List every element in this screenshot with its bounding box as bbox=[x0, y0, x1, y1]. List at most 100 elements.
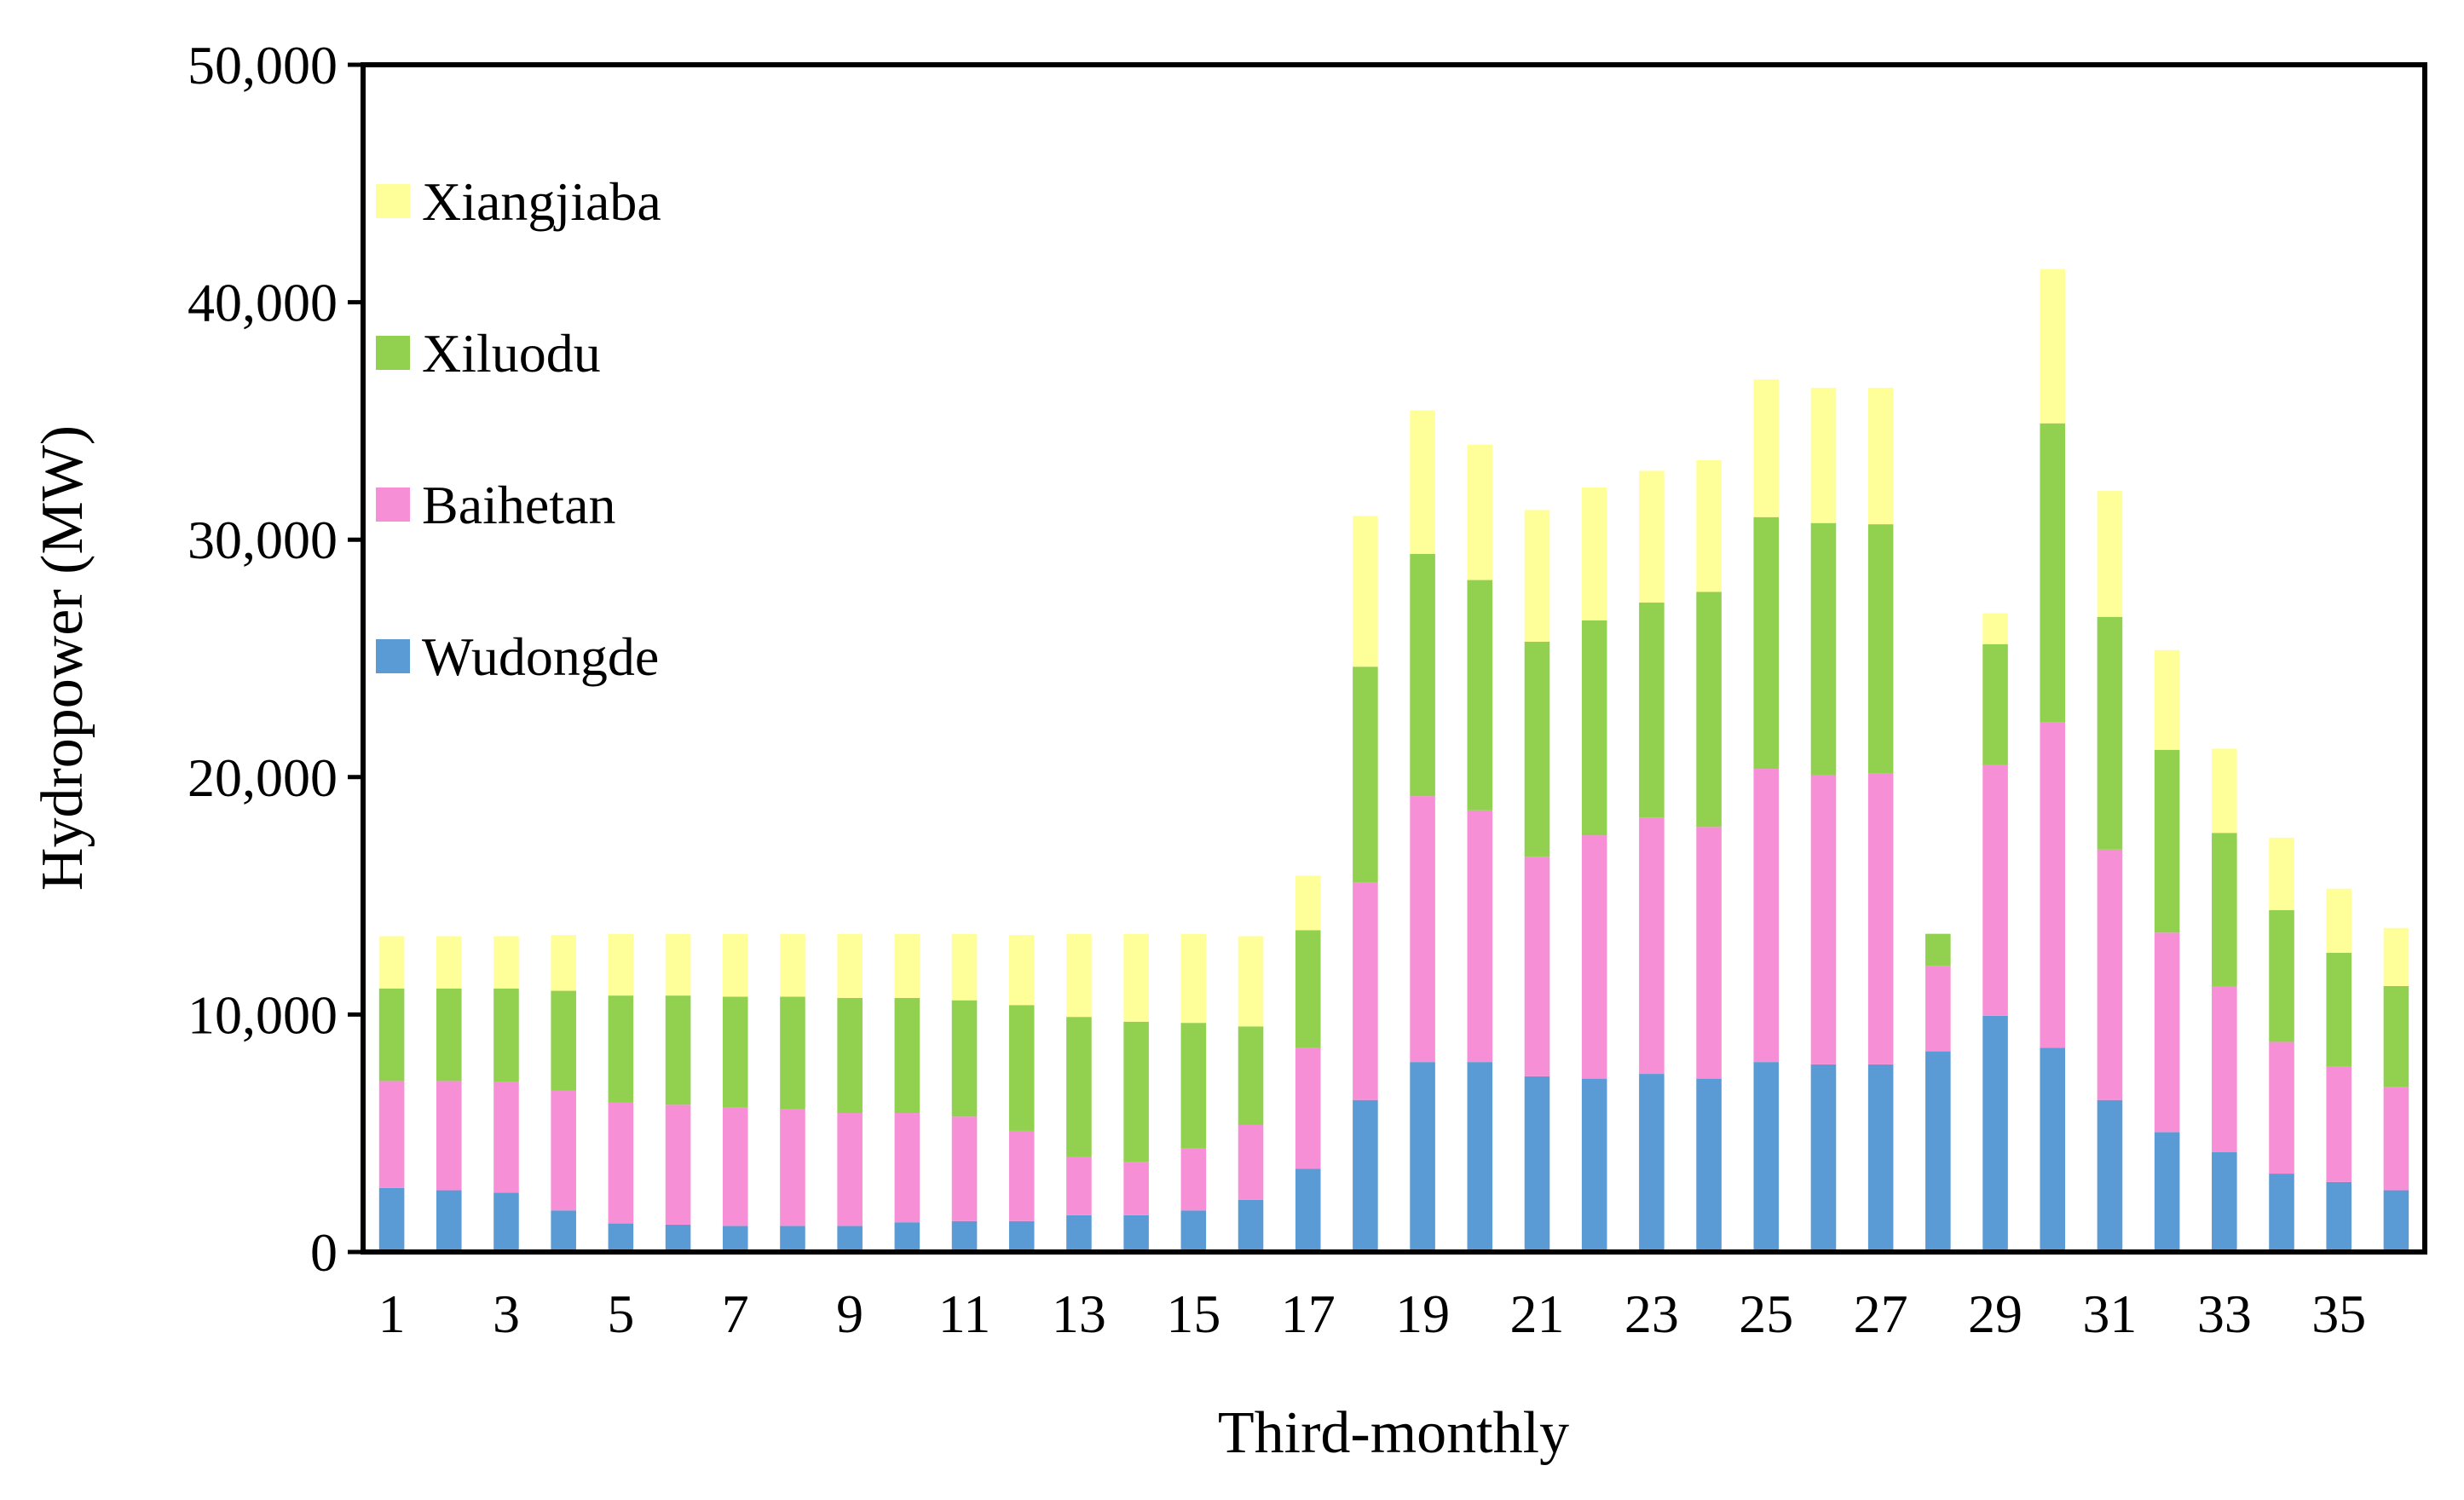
x-tick-label: 3 bbox=[493, 1284, 520, 1344]
series-xiluodu bbox=[378, 423, 2409, 1162]
bar-wudongde-3 bbox=[493, 1192, 519, 1252]
x-axis-title: Third-monthly bbox=[1218, 1400, 1569, 1466]
bar-xiluodu-22 bbox=[1581, 620, 1607, 836]
y-tick-label: 40,000 bbox=[188, 273, 338, 333]
bar-baihetan-13 bbox=[1066, 1157, 1092, 1215]
bar-xiluodu-18 bbox=[1353, 666, 1378, 883]
bar-xiangjiaba-3 bbox=[493, 936, 519, 989]
y-tick-label: 10,000 bbox=[188, 984, 338, 1045]
bar-xiluodu-16 bbox=[1238, 1026, 1264, 1125]
bar-baihetan-8 bbox=[780, 1109, 805, 1226]
y-tick-label: 50,000 bbox=[188, 35, 338, 95]
bar-wudongde-2 bbox=[436, 1190, 462, 1252]
x-tick-label: 19 bbox=[1395, 1284, 1450, 1344]
bar-xiangjiaba-31 bbox=[2097, 491, 2123, 617]
x-tick-label: 5 bbox=[607, 1284, 634, 1344]
bar-xiangjiaba-25 bbox=[1753, 379, 1780, 517]
bar-wudongde-6 bbox=[665, 1224, 691, 1252]
x-tick-label: 29 bbox=[1968, 1284, 2023, 1344]
bar-xiluodu-5 bbox=[608, 995, 634, 1103]
bar-baihetan-20 bbox=[1467, 810, 1493, 1063]
bar-baihetan-19 bbox=[1410, 796, 1435, 1063]
bar-xiangjiaba-14 bbox=[1123, 933, 1149, 1022]
bar-xiluodu-19 bbox=[1410, 553, 1435, 797]
bar-wudongde-15 bbox=[1180, 1210, 1207, 1252]
bar-baihetan-7 bbox=[722, 1107, 748, 1226]
bar-baihetan-34 bbox=[2269, 1041, 2294, 1174]
bar-baihetan-25 bbox=[1753, 769, 1780, 1063]
bar-xiluodu-15 bbox=[1180, 1023, 1207, 1149]
bar-xiluodu-1 bbox=[378, 988, 405, 1082]
bar-xiluodu-33 bbox=[2212, 833, 2237, 986]
bar-xiangjiaba-20 bbox=[1467, 444, 1493, 580]
bar-baihetan-16 bbox=[1238, 1124, 1264, 1200]
bar-wudongde-36 bbox=[2383, 1190, 2409, 1252]
bar-xiluodu-14 bbox=[1123, 1021, 1149, 1162]
bar-xiangjiaba-17 bbox=[1295, 875, 1321, 931]
bar-xiangjiaba-2 bbox=[436, 936, 462, 989]
bar-xiluodu-24 bbox=[1696, 591, 1722, 828]
bar-baihetan-10 bbox=[894, 1113, 920, 1223]
bar-baihetan-17 bbox=[1295, 1047, 1321, 1169]
bar-baihetan-27 bbox=[1867, 773, 1894, 1064]
bar-baihetan-23 bbox=[1639, 817, 1665, 1075]
bar-xiluodu-11 bbox=[951, 1000, 978, 1117]
bar-wudongde-34 bbox=[2269, 1174, 2294, 1252]
x-tick-label: 17 bbox=[1281, 1284, 1336, 1344]
bar-wudongde-22 bbox=[1581, 1078, 1607, 1252]
bar-baihetan-3 bbox=[493, 1082, 519, 1193]
bar-baihetan-22 bbox=[1581, 835, 1607, 1079]
bar-baihetan-6 bbox=[665, 1105, 691, 1225]
bar-wudongde-30 bbox=[2040, 1047, 2066, 1252]
bar-wudongde-10 bbox=[894, 1222, 920, 1252]
bar-xiangjiaba-24 bbox=[1696, 459, 1722, 592]
bar-xiangjiaba-35 bbox=[2326, 888, 2351, 953]
bar-baihetan-14 bbox=[1123, 1162, 1149, 1215]
legend-label: Xiluodu bbox=[422, 323, 601, 384]
bar-baihetan-32 bbox=[2154, 932, 2180, 1133]
bar-xiangjiaba-27 bbox=[1867, 387, 1894, 525]
bar-xiluodu-20 bbox=[1467, 580, 1493, 811]
bar-wudongde-9 bbox=[837, 1226, 863, 1252]
bar-xiluodu-35 bbox=[2326, 952, 2351, 1067]
bar-xiluodu-9 bbox=[837, 997, 863, 1114]
bar-baihetan-15 bbox=[1180, 1148, 1207, 1211]
series-xiangjiaba bbox=[378, 268, 2409, 1027]
bar-wudongde-1 bbox=[378, 1187, 405, 1252]
bar-xiangjiaba-5 bbox=[608, 933, 634, 996]
bar-wudongde-7 bbox=[722, 1226, 748, 1252]
bar-wudongde-25 bbox=[1753, 1062, 1780, 1252]
bar-wudongde-32 bbox=[2154, 1132, 2180, 1252]
bar-xiluodu-32 bbox=[2154, 749, 2180, 933]
bar-baihetan-36 bbox=[2383, 1087, 2409, 1191]
bar-xiangjiaba-23 bbox=[1639, 470, 1665, 603]
bar-baihetan-24 bbox=[1696, 827, 1722, 1079]
bar-xiangjiaba-1 bbox=[378, 936, 405, 989]
x-tick-label: 33 bbox=[2197, 1284, 2252, 1344]
bar-xiluodu-27 bbox=[1867, 524, 1894, 774]
bar-xiangjiaba-18 bbox=[1353, 516, 1378, 667]
bar-xiluodu-36 bbox=[2383, 985, 2409, 1088]
bar-xiangjiaba-34 bbox=[2269, 837, 2294, 910]
legend: Xiangjiaba Xiluodu Baihetan Wudongde bbox=[376, 171, 661, 687]
bar-wudongde-13 bbox=[1066, 1214, 1092, 1252]
x-axis: 1 3 5 7 9 11 13 15 17 19 21 23 25 27 29 31 33 35 bbox=[378, 1284, 2367, 1344]
bar-wudongde-31 bbox=[2097, 1099, 2123, 1252]
legend-item-xiluodu: Xiluodu bbox=[376, 323, 601, 384]
bar-xiangjiaba-16 bbox=[1238, 936, 1264, 1027]
x-tick-label: 21 bbox=[1509, 1284, 1564, 1344]
bar-xiluodu-2 bbox=[436, 988, 462, 1082]
bar-baihetan-9 bbox=[837, 1113, 863, 1226]
x-tick-label: 27 bbox=[1854, 1284, 1908, 1344]
bar-xiangjiaba-21 bbox=[1524, 510, 1550, 642]
bar-xiluodu-30 bbox=[2040, 423, 2066, 723]
x-tick-label: 15 bbox=[1166, 1284, 1220, 1344]
bar-baihetan-21 bbox=[1524, 857, 1550, 1076]
bar-xiluodu-7 bbox=[722, 996, 748, 1108]
series-baihetan bbox=[378, 722, 2409, 1226]
legend-swatch bbox=[376, 336, 410, 370]
series-wudongde bbox=[378, 1015, 2409, 1252]
bar-wudongde-12 bbox=[1008, 1220, 1035, 1252]
bar-xiluodu-31 bbox=[2097, 616, 2123, 850]
